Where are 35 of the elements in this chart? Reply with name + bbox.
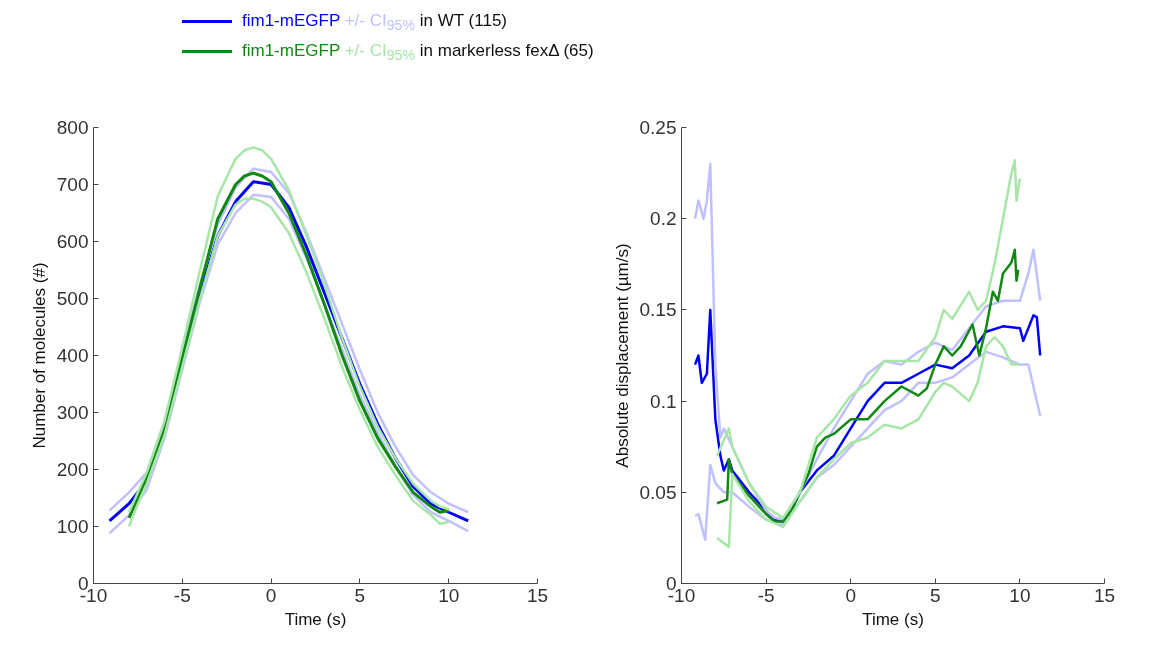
x-tick-label: 10 [1009, 584, 1031, 606]
y-axis-title: Absolute displacement (µm/s) [612, 243, 632, 468]
y-tick-label: 0.05 [639, 481, 677, 503]
y-tick-label: 0.2 [650, 208, 677, 230]
text: in markerless fexΔ (65) [419, 41, 594, 60]
x-axis-title: Time (s) [862, 609, 924, 629]
x-axis-title: Time (s) [284, 609, 347, 629]
x-tick-label: 5 [930, 584, 941, 606]
text: in WT (115) [419, 11, 508, 30]
x-tick-label: 10 [438, 584, 460, 606]
text: +/- CI$_{95%}$ [344, 11, 416, 34]
y-tick-label: 0.1 [650, 390, 677, 412]
y-tick-label: 400 [56, 345, 89, 366]
y-tick-label: 100 [56, 516, 89, 537]
x-tick-label: 15 [1093, 584, 1116, 606]
y-axis-title: Number of molecules (#) [29, 262, 49, 449]
x-tick-label: 5 [354, 584, 366, 606]
x-tick-label: 0 [265, 584, 277, 606]
x-tick-label: -5 [757, 584, 775, 606]
line-series [715, 248, 1020, 523]
x-tick-label: 0 [845, 584, 856, 606]
x-tick-label: 15 [526, 584, 549, 606]
y-tick-label: 0.15 [639, 299, 677, 321]
y-tick-label: 0.25 [639, 117, 677, 138]
y-tick-label: 700 [56, 174, 89, 195]
y-tick-label: 800 [56, 117, 89, 138]
y-tick-label: 500 [56, 288, 89, 309]
text: +/- CI$_{95%}$ [344, 41, 416, 64]
line-series [715, 336, 1022, 549]
y-tick-label: 600 [56, 231, 89, 252]
x-tick-label: -5 [173, 584, 191, 606]
y-tick-label: 300 [56, 402, 89, 423]
legend-label: fim1-mEGFP [242, 41, 340, 60]
legend-label: fim1-mEGFP [242, 11, 340, 30]
y-tick-label: 200 [56, 459, 89, 480]
